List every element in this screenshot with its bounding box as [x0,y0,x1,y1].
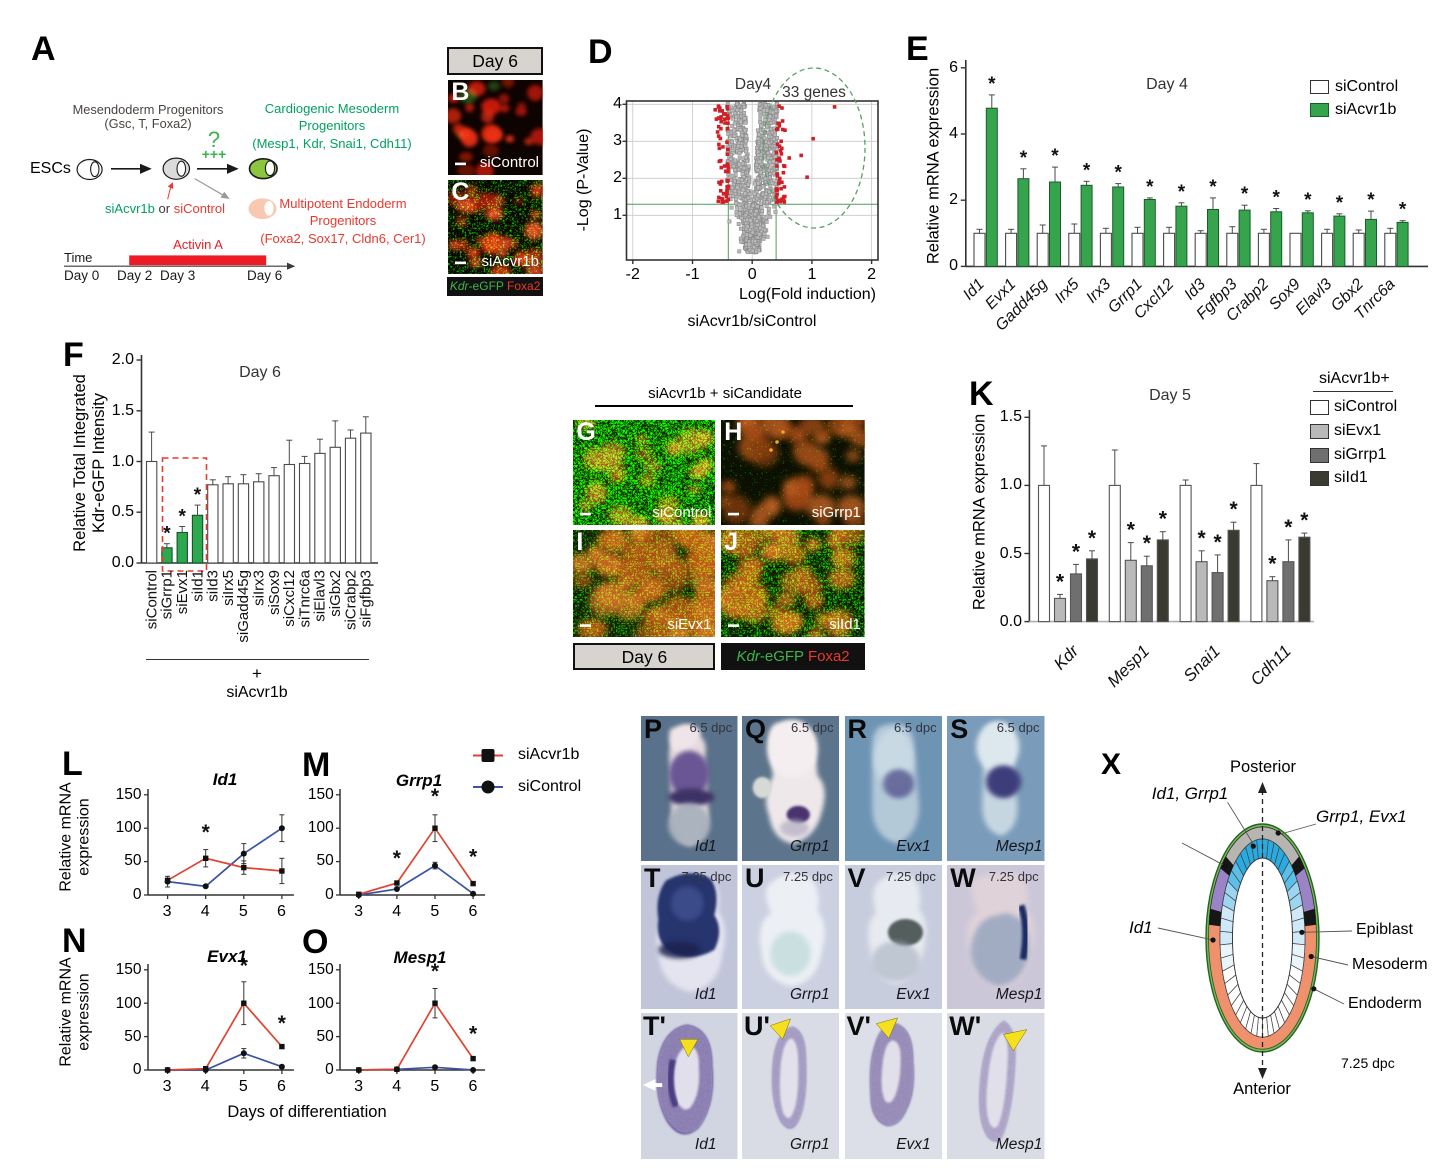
svg-text:*: * [1209,177,1217,198]
svg-text:Mesp1: Mesp1 [1104,641,1154,691]
svg-text:siCrabp2: siCrabp2 [342,570,359,630]
svg-text:*: * [1268,553,1277,576]
svg-text:siEvx1: siEvx1 [174,570,191,614]
svg-text:*: * [1127,519,1136,542]
svg-text:*: * [1020,148,1028,169]
svg-text:*: * [1072,540,1081,563]
svg-text:*: * [194,485,202,506]
svg-text:siFgfbp3: siFgfbp3 [358,570,375,628]
svg-text:Elavl3: Elavl3 [1293,276,1336,319]
svg-text:Cdh11: Cdh11 [1247,641,1295,689]
svg-text:siElavl3: siElavl3 [312,570,329,622]
svg-text:siControl: siControl [143,570,160,629]
svg-text:*: * [277,1012,286,1035]
svg-text:*: * [469,845,478,868]
svg-text:*: * [1114,163,1122,184]
svg-text:siIrx5: siIrx5 [220,570,237,606]
svg-text:*: * [1230,498,1239,521]
svg-text:*: * [1198,527,1207,550]
svg-text:siGadd45g: siGadd45g [235,570,252,643]
svg-text:*: * [1241,184,1249,205]
svg-text:*: * [1056,570,1065,593]
svg-text:*: * [431,785,440,808]
svg-text:*: * [1272,188,1280,209]
svg-text:siCxcl12: siCxcl12 [281,570,298,627]
svg-text:*: * [201,821,210,844]
svg-text:siId3: siId3 [205,570,222,602]
svg-text:siTnrc6a: siTnrc6a [296,569,313,627]
svg-text:*: * [1284,516,1293,539]
svg-text:*: * [393,847,402,870]
svg-text:*: * [1336,193,1344,214]
svg-text:*: * [1367,190,1375,211]
svg-text:siSox9: siSox9 [266,570,283,615]
svg-text:siGbx2: siGbx2 [327,570,344,617]
svg-text:*: * [178,507,186,528]
svg-text:*: * [1178,182,1186,203]
svg-text:siIrx3: siIrx3 [251,570,268,606]
svg-text:Irx5: Irx5 [1052,276,1083,307]
svg-text:*: * [1304,190,1312,211]
svg-text:*: * [1146,177,1154,198]
svg-text:*: * [163,524,171,545]
svg-text:*: * [469,1023,478,1046]
svg-text:Snai1: Snai1 [1180,641,1224,685]
svg-text:*: * [1088,527,1097,550]
svg-text:*: * [1051,146,1059,167]
svg-text:*: * [431,960,440,983]
svg-text:siId1: siId1 [189,570,206,602]
svg-text:*: * [1143,532,1152,555]
svg-text:*: * [1399,200,1407,221]
svg-text:*: * [1300,509,1309,532]
svg-text:Kdr: Kdr [1050,640,1083,673]
svg-text:*: * [239,955,248,978]
svg-text:siGrrp1: siGrrp1 [159,570,176,619]
svg-text:*: * [1083,160,1091,181]
svg-text:*: * [1214,531,1223,554]
svg-text:*: * [1159,508,1168,531]
svg-text:*: * [988,74,996,95]
